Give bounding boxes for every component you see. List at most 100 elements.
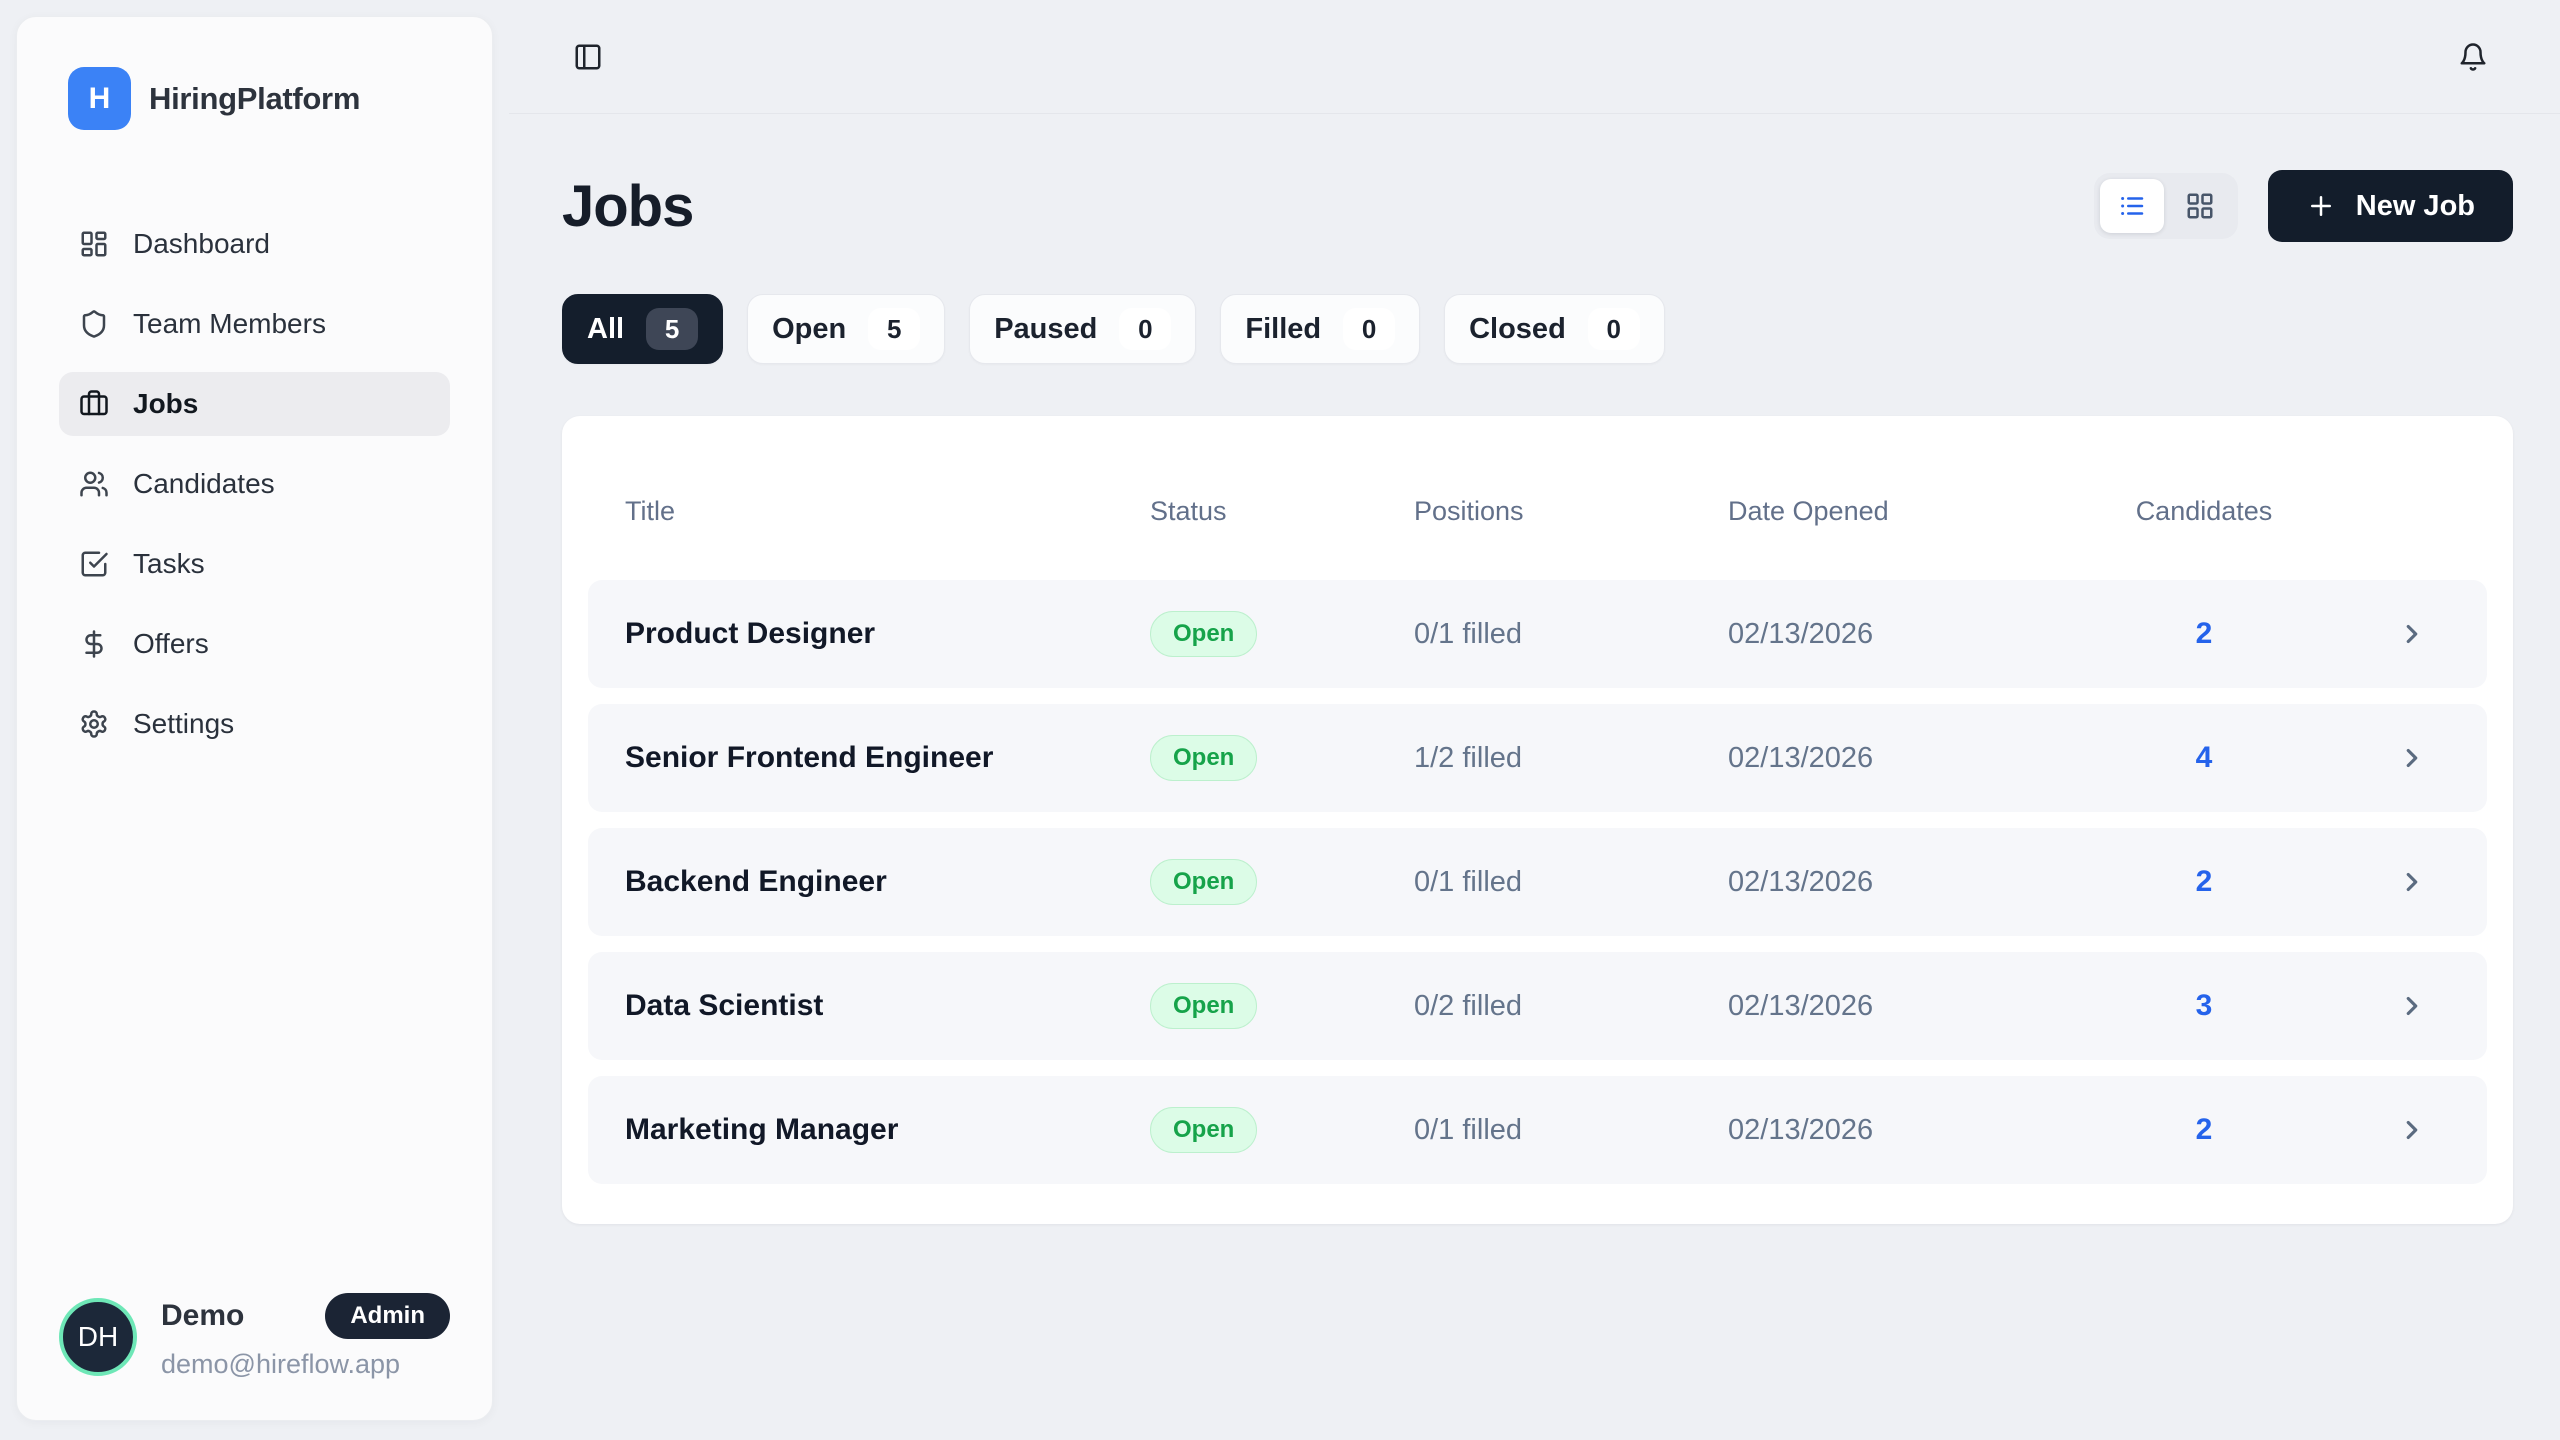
sidebar-item-label: Offers: [133, 628, 209, 659]
column-header-candidates: Candidates: [2135, 495, 2273, 526]
sidebar-item-label: Jobs: [133, 388, 199, 419]
app-name: HiringPlatform: [149, 80, 361, 116]
sidebar-item-candidates[interactable]: Candidates: [59, 452, 450, 516]
status-badge: Open: [1150, 611, 1258, 657]
filter-label: Open: [772, 312, 847, 345]
sidebar-item-tasks[interactable]: Tasks: [59, 532, 450, 596]
column-header-positions: Positions: [1414, 495, 1524, 526]
new-job-label: New Job: [2355, 189, 2475, 222]
filter-open[interactable]: Open 5: [747, 294, 946, 364]
sidebar-item-label: Dashboard: [133, 228, 270, 259]
chevron-right-icon[interactable]: [2397, 743, 2427, 773]
briefcase-icon: [79, 389, 109, 419]
topbar: [509, 0, 2560, 114]
chevron-right-icon[interactable]: [2397, 991, 2427, 1021]
app-logo-letter: H: [88, 81, 111, 115]
filter-label: Closed: [1469, 312, 1566, 345]
table-row[interactable]: Senior Frontend Engineer Open 1/2 filled…: [588, 704, 2487, 812]
status-badge: Open: [1150, 735, 1258, 781]
status-badge: Open: [1150, 859, 1258, 905]
filter-filled[interactable]: Filled 0: [1220, 294, 1421, 364]
job-date-opened: 02/13/2026: [1728, 617, 1874, 650]
user-info: Demo Admin demo@hireflow.app: [161, 1293, 450, 1380]
page-head: Jobs New Job: [562, 170, 2513, 242]
filter-paused[interactable]: Paused 0: [969, 294, 1197, 364]
grid-view-button[interactable]: [2168, 179, 2232, 233]
jobs-table-header: Title Status Positions Date Opened Candi…: [588, 442, 2487, 580]
job-title: Data Scientist: [625, 989, 824, 1022]
filter-count: 5: [646, 308, 699, 350]
sidebar-item-label: Team Members: [133, 308, 326, 339]
avatar-initials: DH: [77, 1320, 119, 1352]
status-badge: Open: [1150, 983, 1258, 1029]
job-candidates-count[interactable]: 4: [2195, 741, 2213, 774]
sidebar-spacer: [59, 756, 450, 1293]
table-row[interactable]: Backend Engineer Open 0/1 filled 02/13/2…: [588, 828, 2487, 936]
jobs-table-card: Title Status Positions Date Opened Candi…: [562, 416, 2513, 1224]
job-date-opened: 02/13/2026: [1728, 989, 1874, 1022]
bell-icon: [2458, 42, 2488, 72]
status-badge: Open: [1150, 1107, 1258, 1153]
job-positions: 0/1 filled: [1414, 1113, 1523, 1146]
list-view-button[interactable]: [2099, 179, 2164, 233]
notifications-button[interactable]: [2458, 42, 2488, 72]
chevron-right-icon[interactable]: [2397, 867, 2427, 897]
sidebar-nav: Dashboard Team Members Jobs Candidates T…: [59, 212, 450, 756]
sidebar-item-label: Settings: [133, 708, 235, 739]
grid-icon: [2185, 191, 2215, 221]
filter-closed[interactable]: Closed 0: [1444, 294, 1665, 364]
sidebar-item-label: Tasks: [133, 548, 205, 579]
new-job-button[interactable]: New Job: [2267, 170, 2513, 242]
job-candidates-count[interactable]: 2: [2195, 617, 2213, 650]
head-actions: New Job: [2093, 170, 2513, 242]
brand: H HiringPlatform: [59, 67, 450, 130]
job-title: Product Designer: [625, 617, 876, 650]
job-candidates-count[interactable]: 2: [2195, 865, 2213, 898]
user-name: Demo: [161, 1299, 245, 1332]
dashboard-icon: [79, 229, 109, 259]
column-header-status: Status: [1150, 495, 1227, 526]
job-candidates-count[interactable]: 2: [2195, 1113, 2213, 1146]
filter-all[interactable]: All 5: [562, 294, 724, 364]
main-content: Jobs New Job: [509, 114, 2560, 1224]
table-row[interactable]: Data Scientist Open 0/2 filled 02/13/202…: [588, 952, 2487, 1060]
user-card[interactable]: DH Demo Admin demo@hireflow.app: [59, 1293, 450, 1380]
view-toggle: [2093, 173, 2238, 239]
job-title: Senior Frontend Engineer: [625, 741, 994, 774]
plus-icon: [2306, 191, 2336, 221]
check-square-icon: [79, 549, 109, 579]
page-title: Jobs: [562, 173, 694, 239]
job-candidates-count[interactable]: 3: [2195, 989, 2213, 1022]
job-title: Backend Engineer: [625, 865, 887, 898]
role-badge: Admin: [325, 1293, 450, 1339]
column-header-title: Title: [625, 495, 676, 526]
sidebar-toggle-button[interactable]: [573, 42, 603, 72]
sidebar: H HiringPlatform Dashboard Team Members …: [16, 16, 493, 1421]
table-row[interactable]: Product Designer Open 0/1 filled 02/13/2…: [588, 580, 2487, 688]
column-header-date-opened: Date Opened: [1728, 495, 1889, 526]
table-row[interactable]: Marketing Manager Open 0/1 filled 02/13/…: [588, 1076, 2487, 1184]
chevron-right-icon[interactable]: [2397, 1115, 2427, 1145]
filter-label: Paused: [994, 312, 1098, 345]
dollar-icon: [79, 629, 109, 659]
panel-left-icon: [573, 42, 603, 72]
job-positions: 0/1 filled: [1414, 617, 1523, 650]
filter-count: 0: [1119, 308, 1172, 350]
sidebar-item-team-members[interactable]: Team Members: [59, 292, 450, 356]
chevron-right-icon[interactable]: [2397, 619, 2427, 649]
sidebar-item-dashboard[interactable]: Dashboard: [59, 212, 450, 276]
shield-icon: [79, 309, 109, 339]
users-icon: [79, 469, 109, 499]
filter-label: Filled: [1245, 312, 1322, 345]
sidebar-item-jobs[interactable]: Jobs: [59, 372, 450, 436]
gear-icon: [79, 709, 109, 739]
job-date-opened: 02/13/2026: [1728, 1113, 1874, 1146]
job-positions: 0/1 filled: [1414, 865, 1523, 898]
sidebar-item-offers[interactable]: Offers: [59, 612, 450, 676]
app-logo: H: [68, 67, 131, 130]
job-date-opened: 02/13/2026: [1728, 865, 1874, 898]
job-title: Marketing Manager: [625, 1113, 899, 1146]
sidebar-item-settings[interactable]: Settings: [59, 692, 450, 756]
filter-label: All: [587, 312, 625, 345]
sidebar-item-label: Candidates: [133, 468, 275, 499]
